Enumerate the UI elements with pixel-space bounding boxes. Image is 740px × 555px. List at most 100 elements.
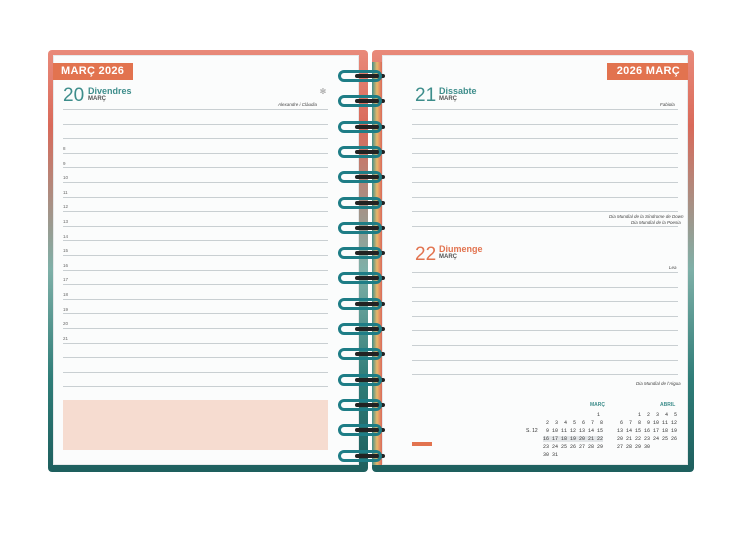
ruled-line <box>63 298 328 300</box>
hour-label: 14 <box>63 233 69 239</box>
mini-calendar-week-row: 20 21 22 23 24 25 26 <box>617 436 678 442</box>
right-month-tab: 2026 MARÇ <box>607 63 688 80</box>
ring-hole <box>355 301 385 306</box>
hour-label: 10 <box>63 175 69 181</box>
ring-hole <box>355 327 385 331</box>
mini-calendar-week-label: S. 12 <box>526 428 538 434</box>
binding-ring <box>338 348 382 361</box>
binding-ring <box>338 272 382 285</box>
ruled-line <box>63 371 328 373</box>
ruled-line <box>412 167 678 169</box>
left-day-name: Divendres <box>88 86 132 96</box>
ruled-line <box>63 313 328 315</box>
ruled-line <box>63 255 328 256</box>
sunday-day-month: MARÇ <box>439 254 457 260</box>
flower-icon: ✻ <box>319 87 327 96</box>
binding-ring <box>338 449 382 462</box>
mini-calendar-week-row: 2 3 4 5 6 7 8 <box>543 420 604 426</box>
binding-ring <box>338 398 382 411</box>
saturday-event-1: Dia Mundial de la Síndrome de Down <box>609 214 684 219</box>
ruled-line <box>412 330 678 332</box>
ruled-line <box>63 152 328 154</box>
hour-label: 18 <box>63 292 69 297</box>
hour-label: 12 <box>63 204 69 210</box>
saturday-event-2: Dia Mundial de la Poesia <box>631 220 681 225</box>
sunday-day-number: 22 <box>415 244 437 265</box>
ring-hole <box>355 251 385 256</box>
hour-label: 11 <box>63 189 68 195</box>
ring-hole <box>355 149 385 154</box>
hour-label: 20 <box>63 321 69 327</box>
mini-calendar-week-row: 23 24 25 26 27 28 29 <box>543 444 604 450</box>
ruled-line <box>412 272 678 273</box>
ruled-line <box>412 286 678 288</box>
ruled-line <box>412 152 678 154</box>
ruled-line <box>63 357 328 359</box>
binding-ring <box>338 95 382 108</box>
saturday-day-month: MARÇ <box>439 96 457 102</box>
mini-calendar-week-row: 16 17 18 19 20 21 22 <box>543 436 604 442</box>
notes-box <box>63 400 328 450</box>
mini-calendar-week-row: 27 28 29 30 <box>617 444 651 450</box>
mini-calendar-week-row: 1 2 3 4 5 <box>617 412 678 418</box>
left-saint-name: Alexandre i Clàudia <box>278 102 318 107</box>
hour-label: 13 <box>63 219 69 224</box>
ruled-line <box>63 269 328 271</box>
mini-calendar-march-title: MARÇ <box>590 402 605 408</box>
saturday-day-number: 21 <box>415 85 437 106</box>
hour-label: 15 <box>63 248 69 254</box>
ring-hole <box>355 276 385 281</box>
hour-label: 19 <box>63 306 69 312</box>
ruled-line <box>63 240 328 242</box>
ring-hole <box>355 453 385 458</box>
ruled-line <box>63 284 328 286</box>
mini-calendar-week-row: 13 14 15 16 17 18 19 <box>617 428 678 434</box>
binding-ring <box>338 171 382 184</box>
ruled-line <box>412 345 678 346</box>
left-month-tab: MARÇ 2026 <box>53 63 133 80</box>
ring-hole <box>355 402 385 407</box>
mini-calendar-week-row: 6 7 8 9 10 11 12 <box>617 420 678 426</box>
ruled-line <box>63 342 328 344</box>
binding-ring <box>338 120 382 133</box>
ruled-line <box>412 374 678 376</box>
ruled-line <box>63 138 328 140</box>
binding-ring <box>338 247 382 260</box>
ring-hole <box>355 428 385 433</box>
sunday-event-1: Dia Mundial de l'Aigua <box>636 381 681 386</box>
saturday-saint-name: Fabiola <box>660 102 675 107</box>
ring-hole <box>355 200 385 205</box>
ruled-line <box>412 182 678 183</box>
binding-ring <box>338 145 382 158</box>
planner-spine <box>372 62 382 465</box>
brand-logo <box>412 442 432 446</box>
ring-hole <box>355 74 385 78</box>
ruled-line <box>412 301 678 303</box>
mini-calendar-week-row: 30 31 <box>543 452 559 458</box>
binding-ring <box>338 221 382 234</box>
binding-ring <box>338 373 382 386</box>
binding-ring <box>338 424 382 437</box>
left-day-number: 20 <box>63 85 85 106</box>
binding-ring <box>338 70 382 82</box>
sunday-saint-name: Lea <box>669 265 677 270</box>
ring-hole <box>355 225 385 230</box>
hour-label: 16 <box>63 262 69 268</box>
binding-ring <box>338 297 382 310</box>
ruled-line <box>63 167 328 169</box>
ring-hole <box>355 377 385 382</box>
ruled-line <box>412 138 678 140</box>
ruled-line <box>63 225 328 227</box>
ring-hole <box>355 175 385 180</box>
ruled-line <box>412 225 678 227</box>
mini-calendar-week-row: 9 10 11 12 13 14 15 <box>543 428 604 434</box>
ring-hole <box>355 99 385 104</box>
mini-calendar-april-title: ABRIL <box>660 402 676 408</box>
binding-ring <box>338 323 382 335</box>
ruled-line <box>412 315 678 317</box>
ruled-line <box>412 109 678 110</box>
ring-hole <box>355 352 385 357</box>
hour-label: 9 <box>63 160 66 166</box>
hour-label: 17 <box>63 277 69 283</box>
